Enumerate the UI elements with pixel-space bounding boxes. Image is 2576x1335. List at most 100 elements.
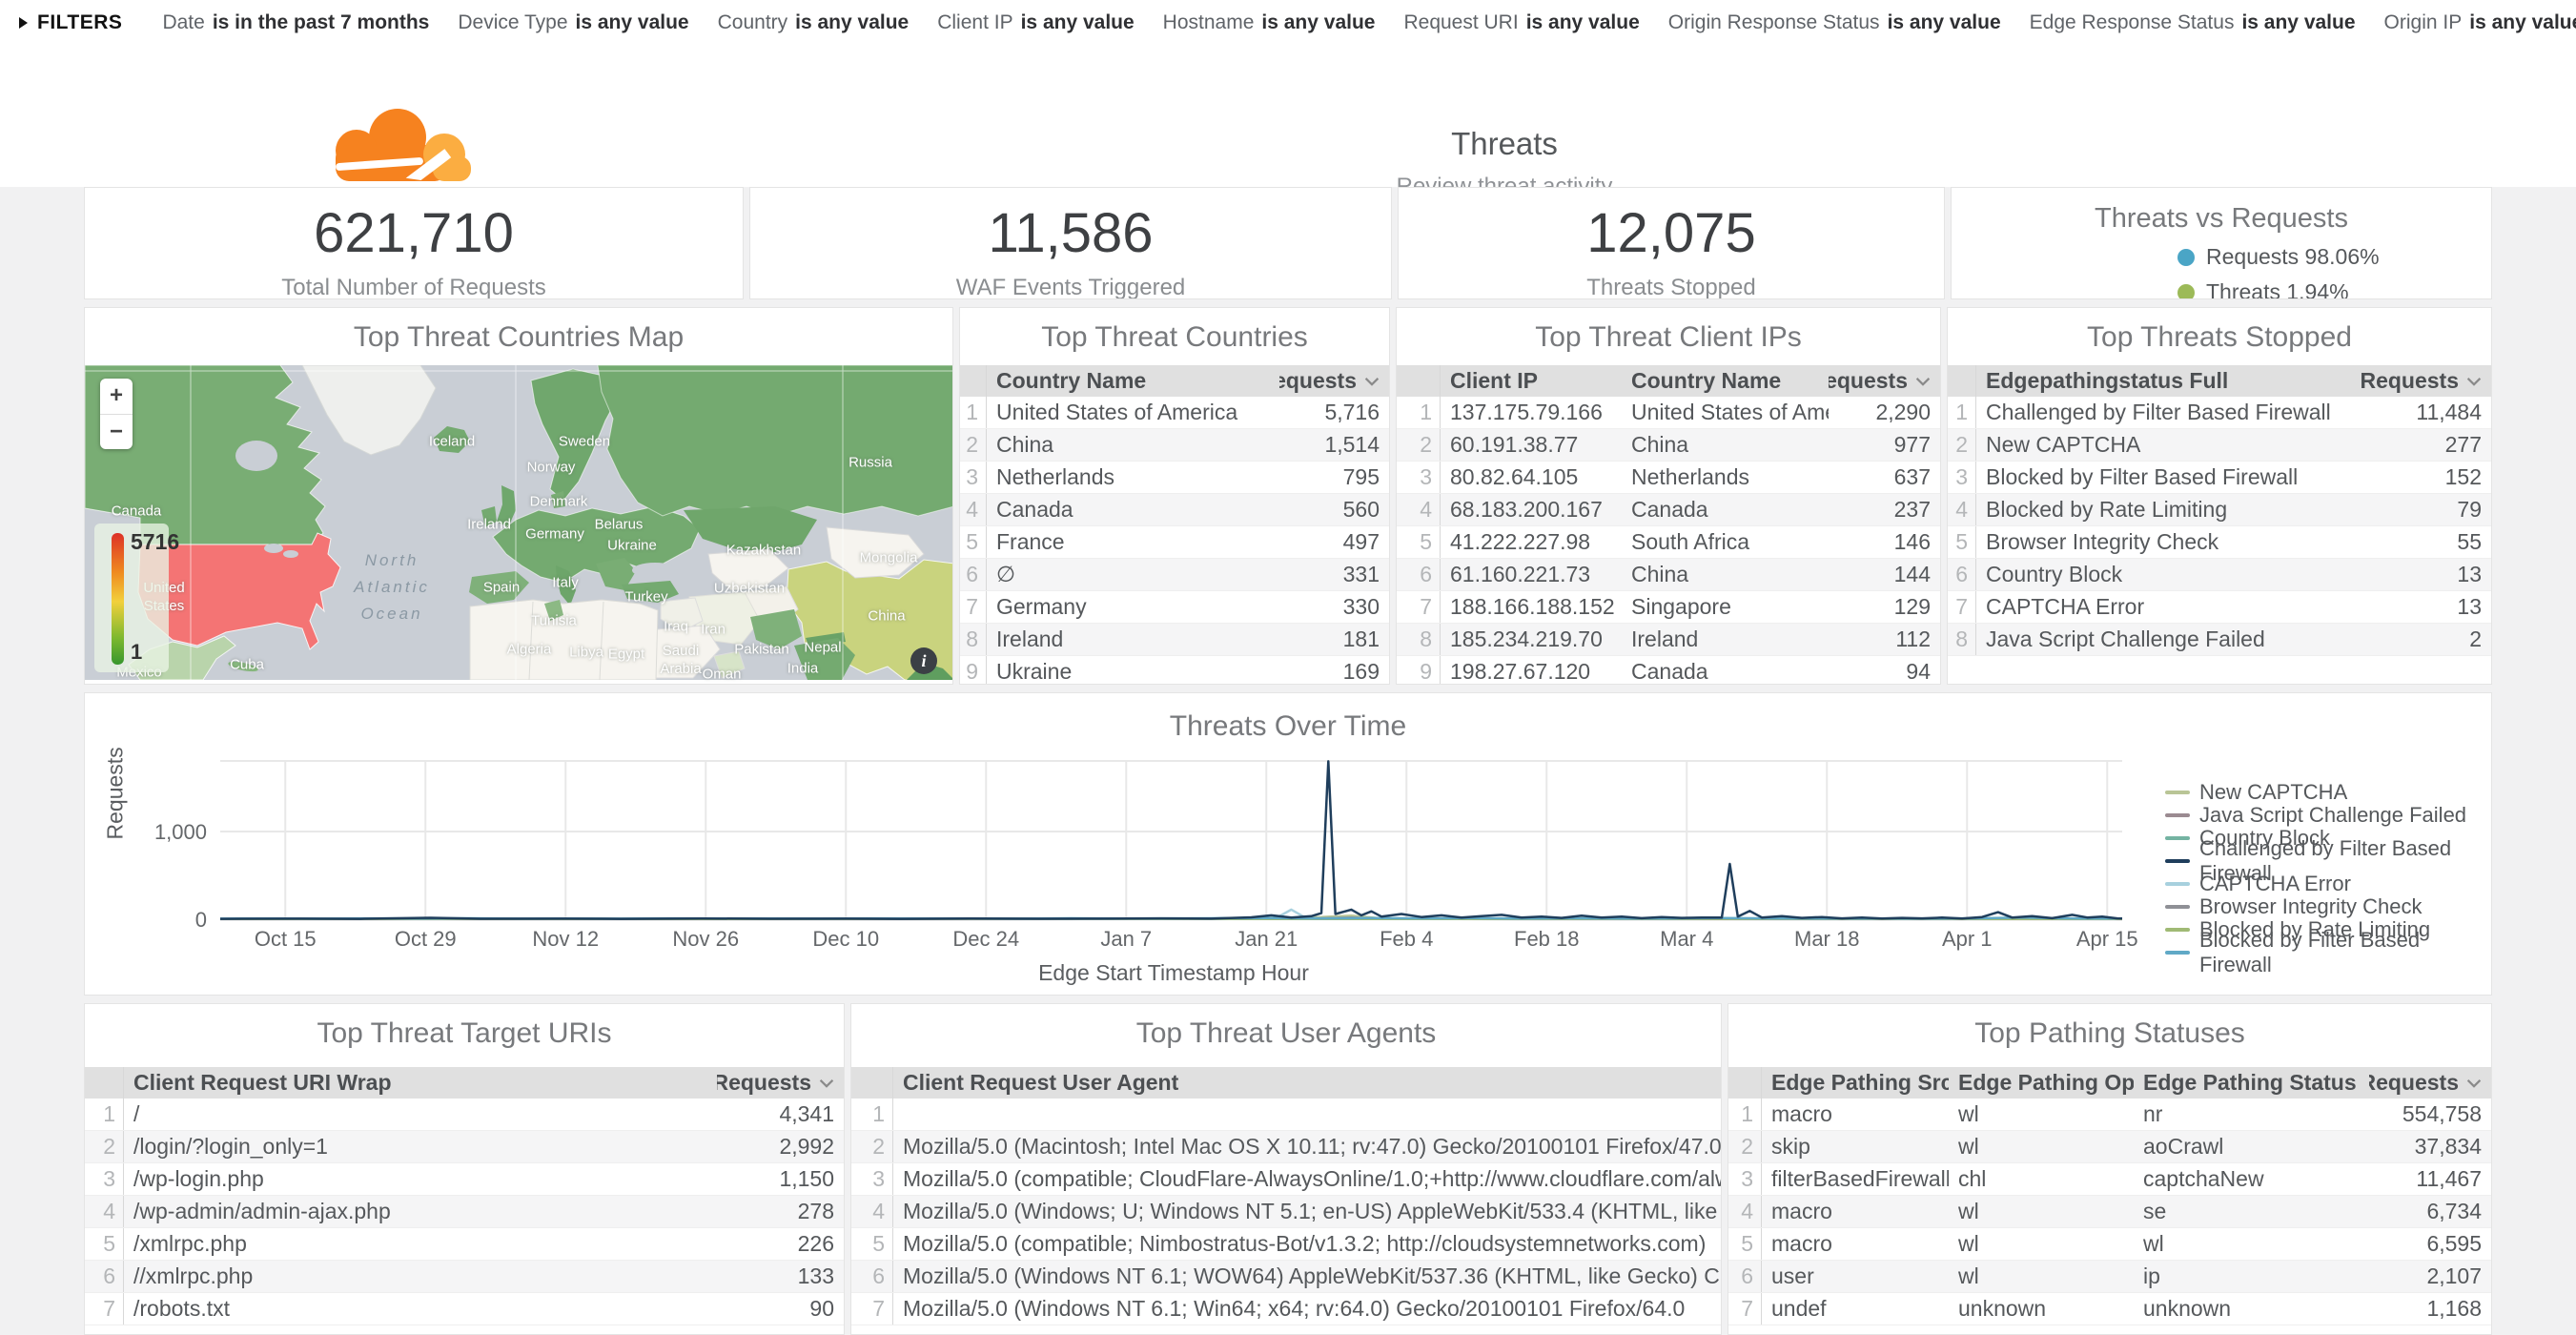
- column-header[interactable]: Country Name: [996, 368, 1147, 393]
- table-row[interactable]: 6 Country Block 13: [1948, 559, 2491, 591]
- table-row[interactable]: 7 Germany 330: [960, 591, 1389, 624]
- table-row[interactable]: 3/wp-login.php 1,150: [85, 1163, 844, 1196]
- table-row[interactable]: 2 Mozilla/5.0 (Macintosh; Intel Mac OS X …: [851, 1131, 1721, 1163]
- table-row[interactable]: 6 //xmlrpc.php 133: [85, 1261, 844, 1293]
- table-row[interactable]: 1 137.175.79.166 United States of America 2…: [1397, 397, 1940, 429]
- table-row[interactable]: 1: [851, 1099, 1721, 1131]
- table-row[interactable]: 1 / 4,341: [85, 1099, 844, 1131]
- chart-legend-item[interactable]: Blocked by Rate Limiting: [2165, 917, 2491, 941]
- chart-legend-item[interactable]: Browser Integrity Check: [2165, 894, 2491, 918]
- table-row[interactable]: 5 Mozilla/5.0 (compatible; Nimbostratus-B…: [851, 1228, 1721, 1261]
- row-index: 4: [851, 1196, 893, 1227]
- series-label: Browser Integrity Check: [2199, 894, 2423, 918]
- table-row[interactable]: 8 Java Script Challenge Failed 2: [1948, 624, 2491, 656]
- table-row[interactable]: 2 China 1,514: [960, 429, 1389, 462]
- table-row[interactable]: 7/robots.txt 90: [85, 1293, 844, 1325]
- table-row[interactable]: 8 Ireland 181: [960, 624, 1389, 656]
- table-row[interactable]: 2 60.191.38.77 China 977: [1397, 429, 1940, 462]
- table-row[interactable]: 3 Mozilla/5.0 (compatible; CloudFlare-Alw…: [851, 1163, 1721, 1196]
- table-row[interactable]: 4 68.183.200.167 Canada 237: [1397, 494, 1940, 526]
- threats-over-time-chart[interactable]: 0 1,000 Oct 15 Oct 29 Nov 12 Nov 26 Dec 10 Dec …: [85, 693, 2492, 996]
- column-header[interactable]: Edgepathingstatus Full: [1986, 368, 2229, 393]
- column-header[interactable]: Client IP: [1450, 368, 1539, 393]
- table-row[interactable]: 4 Mozilla/5.0 (Windows; U; Windows NT 5.1…: [851, 1196, 1721, 1228]
- chart-legend-item[interactable]: New CAPTCHA: [2165, 780, 2491, 804]
- table-row[interactable]: 7 undef unknown unknown 1,168: [1728, 1293, 2491, 1325]
- filter-item[interactable]: Date is in the past 7 months: [162, 11, 429, 34]
- scale-max-value: 5716: [131, 529, 180, 554]
- row-index: 4: [960, 494, 987, 525]
- table-row[interactable]: 2/login/?login_only=1 2,992: [85, 1131, 844, 1163]
- table-row[interactable]: 2 skip wl aoCrawl 37,834: [1728, 1131, 2491, 1163]
- filter-item[interactable]: Edge Response Status is any value: [2030, 11, 2356, 34]
- table-row[interactable]: 8 185.234.219.70 Ireland 112: [1397, 624, 1940, 656]
- table-row[interactable]: 7 Mozilla/5.0 (Windows NT 6.1; Win64; x64…: [851, 1293, 1721, 1325]
- table-cell: unknown: [1958, 1296, 2047, 1321]
- table-row[interactable]: 3 80.82.64.105 Netherlands 637: [1397, 462, 1940, 494]
- zoom-in-button[interactable]: +: [100, 379, 133, 415]
- column-header[interactable]: Requests: [2369, 1070, 2491, 1096]
- table-row[interactable]: 9 198.27.67.120 Canada 94: [1397, 656, 1940, 684]
- table-row[interactable]: 4 Blocked by Rate Limiting 79: [1948, 494, 2491, 526]
- table-cell: 11,484: [2416, 400, 2482, 424]
- column-header[interactable]: Edge Pathing Src: [1771, 1070, 1949, 1095]
- table-cell: China: [1631, 432, 1689, 457]
- filter-item[interactable]: Origin IP is any value: [2384, 11, 2576, 34]
- table-row[interactable]: 4 macro wl se 6,734: [1728, 1196, 2491, 1228]
- row-index: 4: [1948, 494, 1976, 525]
- table-row[interactable]: 4/wp-admin/admin-ajax.php 278: [85, 1196, 844, 1228]
- filter-item[interactable]: Client IP is any value: [937, 11, 1134, 34]
- table-row[interactable]: 9 Ukraine 169: [960, 656, 1389, 684]
- filters-toggle[interactable]: FILTERS: [19, 11, 122, 34]
- table-cell: 41.222.227.98: [1450, 529, 1591, 554]
- table-row[interactable]: 5/xmlrpc.php 226: [85, 1228, 844, 1261]
- table-row[interactable]: 6 61.160.221.73 China 144: [1397, 559, 1940, 591]
- table-cell: 129: [1893, 594, 1931, 619]
- filter-item[interactable]: Origin Response Status is any value: [1668, 11, 2001, 34]
- column-header[interactable]: Client Request User Agent: [903, 1070, 1179, 1095]
- table-row[interactable]: 3 filterBasedFirewall chl captchaNew 11,467: [1728, 1163, 2491, 1196]
- table-row[interactable]: 1 macro wl nr 554,758: [1728, 1099, 2491, 1131]
- table-row[interactable]: 6 Mozilla/5.0 (Windows NT 6.1; WOW64) App…: [851, 1261, 1721, 1293]
- filter-item[interactable]: Country is any value: [718, 11, 910, 34]
- table-row[interactable]: 6 user wl ip 2,107: [1728, 1261, 2491, 1293]
- table-row[interactable]: 7 CAPTCHA Error 13: [1948, 591, 2491, 624]
- column-header[interactable]: Requests: [2344, 368, 2491, 394]
- table-row[interactable]: 5 Browser Integrity Check 55: [1948, 526, 2491, 559]
- column-header[interactable]: Country Name: [1631, 368, 1782, 393]
- column-header[interactable]: Edge Pathing Op: [1958, 1070, 2134, 1095]
- chart-legend-item[interactable]: CAPTCHA Error: [2165, 872, 2491, 895]
- table-row[interactable]: 2 New CAPTCHA 277: [1948, 429, 2491, 462]
- table-row[interactable]: 4 Canada 560: [960, 494, 1389, 526]
- table-row[interactable]: 5 macro wl wl 6,595: [1728, 1228, 2491, 1261]
- table-row[interactable]: 1 United States of America 5,716: [960, 397, 1389, 429]
- zoom-out-button[interactable]: −: [109, 418, 123, 444]
- chart-legend-item[interactable]: Country Block: [2165, 826, 2491, 850]
- row-index: 5: [1397, 526, 1441, 558]
- stat-value: 12,075: [1586, 202, 1756, 264]
- column-header[interactable]: Requests: [1829, 368, 1940, 394]
- chart-legend-item[interactable]: Java Script Challenge Failed: [2165, 803, 2491, 827]
- world-map[interactable]: CanadaUnited StatesMexicoCubaIcelandIrel…: [85, 364, 952, 683]
- filter-item[interactable]: Device Type is any value: [458, 11, 688, 34]
- table-cell: 11,467: [2416, 1166, 2482, 1191]
- table-row[interactable]: 5 41.222.227.98 South Africa 146: [1397, 526, 1940, 559]
- column-header[interactable]: Requests: [717, 1070, 844, 1096]
- table-cell: Ireland: [996, 626, 1064, 651]
- info-icon[interactable]: i: [910, 647, 937, 674]
- chart-legend-item[interactable]: Challenged by Filter Based Firewall: [2165, 836, 2491, 885]
- chart-legend-item[interactable]: Blocked by Filter Based Firewall: [2165, 928, 2491, 976]
- table-row[interactable]: 7 188.166.188.152 Singapore 129: [1397, 591, 1940, 624]
- table-row[interactable]: 6 ∅ 331: [960, 559, 1389, 591]
- table-row[interactable]: 5 France 497: [960, 526, 1389, 559]
- table-row[interactable]: 1 Challenged by Filter Based Firewall 11,4…: [1948, 397, 2491, 429]
- column-header[interactable]: Requests: [1279, 368, 1389, 394]
- top-threat-countries-panel: Top Threat Countries Country Name Request…: [959, 307, 1390, 685]
- filter-item[interactable]: Request URI is any value: [1403, 11, 1639, 34]
- column-header[interactable]: Client Request URI Wrap: [133, 1070, 392, 1095]
- filter-item[interactable]: Hostname is any value: [1163, 11, 1376, 34]
- filter-condition: is any value: [1887, 11, 2001, 33]
- column-header[interactable]: Edge Pathing Status: [2143, 1070, 2357, 1095]
- table-row[interactable]: 3 Blocked by Filter Based Firewall 152: [1948, 462, 2491, 494]
- table-row[interactable]: 3 Netherlands 795: [960, 462, 1389, 494]
